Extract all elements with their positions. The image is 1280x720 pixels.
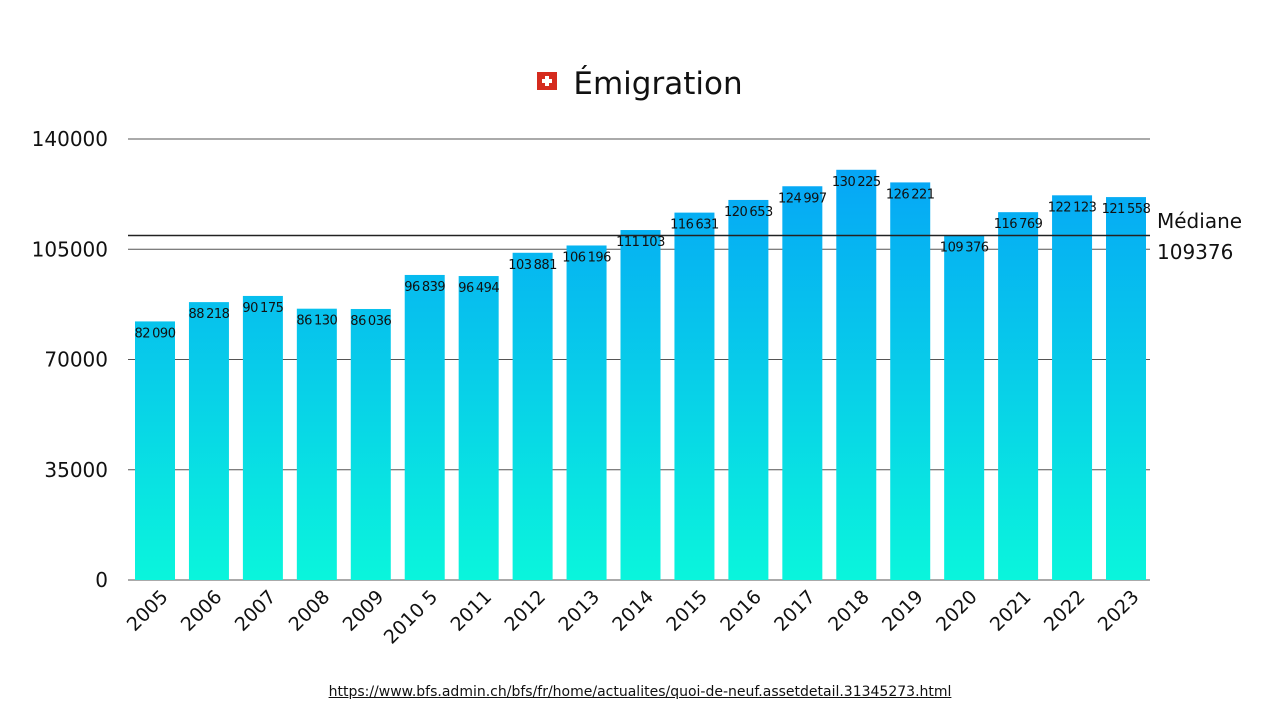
data-label: 88 218 (188, 307, 229, 322)
data-label: 122 123 (1048, 200, 1097, 215)
x-tick-label: 2018 (824, 586, 874, 636)
bar (674, 212, 715, 580)
data-label: 126 221 (886, 187, 935, 202)
data-label: 82 090 (135, 326, 176, 341)
x-tick-label: 2014 (608, 586, 658, 636)
median-label: Médiane (1157, 209, 1242, 233)
data-label: 111 103 (616, 235, 665, 250)
y-tick-label: 35000 (44, 458, 108, 482)
x-tick-label: 2022 (1040, 586, 1090, 636)
x-tick-label: 2006 (177, 586, 227, 636)
bar (782, 186, 823, 580)
x-tick-label: 2007 (231, 586, 281, 636)
bar (620, 230, 661, 580)
bar (1106, 197, 1146, 581)
x-tick-label: 2005 (123, 586, 173, 636)
data-label: 90 175 (242, 301, 283, 316)
bar (836, 169, 877, 580)
x-tick-label: 2016 (716, 586, 766, 636)
median-value: 109376 (1157, 240, 1233, 264)
data-label: 86 036 (350, 314, 391, 329)
data-label: 86 130 (296, 314, 337, 329)
bar (566, 245, 607, 580)
bar (1052, 195, 1093, 580)
x-tick-label: 2019 (878, 586, 928, 636)
bar (188, 302, 229, 580)
data-label: 121 558 (1102, 202, 1151, 217)
x-tick-label: 2009 (339, 586, 389, 636)
x-tick-label: 2013 (554, 586, 604, 636)
x-tick-label: 2021 (986, 586, 1036, 636)
data-label: 96 494 (458, 281, 499, 296)
y-tick-label: 0 (95, 568, 108, 592)
chart-title-text: Émigration (573, 66, 743, 102)
swiss-flag-icon (537, 72, 558, 90)
y-tick-label: 70000 (44, 348, 108, 372)
x-tick-label: 2023 (1094, 586, 1144, 636)
x-tick-label: 2017 (770, 586, 820, 636)
x-tick-label: 2008 (285, 586, 335, 636)
x-tick-label: 2015 (662, 586, 712, 636)
bar (242, 295, 283, 580)
bar (512, 252, 553, 581)
chart-title: Émigration (0, 66, 1280, 102)
source-link[interactable]: https://www.bfs.admin.ch/bfs/fr/home/act… (328, 684, 952, 700)
y-tick-label: 140000 (32, 127, 108, 151)
data-label: 106 196 (562, 250, 611, 265)
bar (296, 308, 337, 580)
data-label: 120 653 (724, 205, 773, 220)
data-label: 130 225 (832, 175, 881, 190)
x-tick-label: 2012 (500, 586, 550, 636)
data-label: 109 376 (940, 240, 989, 255)
bar (944, 235, 985, 580)
bar (135, 321, 175, 580)
bar (350, 308, 391, 580)
x-tick-label: 2020 (932, 586, 982, 636)
y-tick-label: 105000 (32, 237, 108, 261)
data-label: 96 839 (404, 280, 445, 295)
x-tick-label: 2011 (446, 586, 496, 636)
data-label: 116 631 (670, 218, 719, 233)
data-label: 124 997 (778, 191, 827, 206)
data-label: 103 881 (508, 258, 557, 273)
bar (728, 199, 769, 580)
data-label: 116 769 (994, 217, 1043, 232)
bar (458, 276, 499, 580)
x-tick-label: 2010 5 (380, 586, 443, 649)
bar (404, 274, 445, 580)
bar (998, 212, 1039, 580)
bar (890, 182, 931, 580)
